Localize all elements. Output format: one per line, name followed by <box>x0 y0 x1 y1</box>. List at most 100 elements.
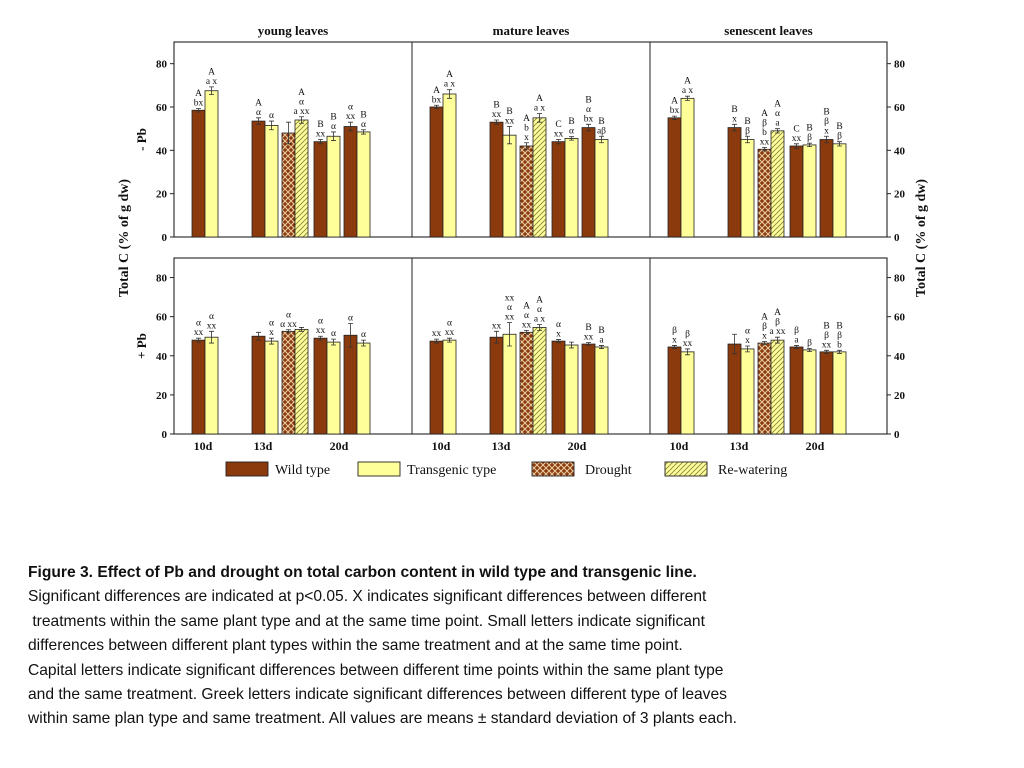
x-tick-label: 20d <box>330 439 349 453</box>
row-labels: - Pb + Pb Total C (% of g dw) Total C (% of… <box>117 128 929 359</box>
bar <box>832 143 847 238</box>
bar <box>832 351 847 435</box>
bar <box>819 351 834 435</box>
error-bar <box>807 347 812 352</box>
bar <box>770 130 785 238</box>
error-bar <box>507 322 512 347</box>
bar <box>581 127 596 238</box>
bar <box>264 340 279 435</box>
error-bar <box>434 338 439 344</box>
error-bar <box>537 324 542 331</box>
bar <box>251 335 266 435</box>
y-tick-label: 80 <box>156 273 168 285</box>
significance-label: α xx <box>316 317 326 337</box>
error-bar <box>196 337 201 343</box>
bar <box>564 138 579 238</box>
legend-label: Re-watering <box>718 463 787 478</box>
bar <box>442 93 457 238</box>
error-bar <box>685 348 690 356</box>
error-bar <box>837 141 842 147</box>
bar <box>789 346 804 435</box>
significance-label: xx α xx <box>505 294 515 323</box>
bar <box>819 139 834 238</box>
error-bar <box>196 108 201 113</box>
bar <box>564 344 579 435</box>
chart-legend: Wild type Transgenic type Drought Re-wateri… <box>225 461 787 478</box>
significance-label: α <box>361 330 366 340</box>
bar <box>757 148 772 238</box>
bar <box>551 340 566 435</box>
significance-label: α xx <box>207 312 217 332</box>
legend-label: Transgenic type <box>407 463 496 478</box>
error-bar <box>447 89 452 99</box>
error-bar <box>331 338 336 346</box>
error-bar <box>775 128 780 134</box>
y-tick-label: 60 <box>156 102 168 114</box>
significance-label: β xx <box>683 329 693 349</box>
error-bar <box>524 329 529 335</box>
bar <box>326 135 341 238</box>
legend-label: Drought <box>585 463 632 478</box>
significance-label: α xx <box>445 319 455 339</box>
bar <box>204 336 219 435</box>
bar <box>532 117 547 238</box>
caption-line: treatments within the same plant type an… <box>28 612 705 630</box>
error-bar <box>209 86 214 96</box>
bar <box>594 346 609 435</box>
bar <box>667 117 682 238</box>
x-tick-label: 10d <box>432 439 451 453</box>
bar <box>594 139 609 238</box>
y-tick-label: 0 <box>162 429 168 441</box>
significance-label: α <box>269 111 274 121</box>
error-bar <box>269 120 274 131</box>
row-label: - Pb <box>134 128 149 151</box>
y-tick-label: 40 <box>156 145 168 157</box>
significance-label: xx <box>492 321 502 331</box>
y-tick-label-right: 60 <box>894 102 906 114</box>
bar <box>551 141 566 238</box>
legend-label: Wild type <box>275 463 330 478</box>
legend-swatch <box>225 461 269 477</box>
bar <box>489 336 504 435</box>
error-bar <box>299 116 304 124</box>
y-tick-label: 0 <box>162 232 168 244</box>
bar <box>757 342 772 435</box>
bar <box>802 349 817 435</box>
panel-title: young leaves <box>258 23 328 38</box>
error-bar <box>269 337 274 345</box>
bar <box>802 144 817 238</box>
bar <box>770 339 785 435</box>
error-bar <box>586 123 591 132</box>
error-bar <box>256 331 261 341</box>
y-tick-label-right: 20 <box>894 390 906 402</box>
error-bar <box>318 335 323 341</box>
x-tick-label: 13d <box>730 439 749 453</box>
error-bar <box>434 104 439 110</box>
error-bar <box>318 139 323 145</box>
error-bar <box>537 113 542 123</box>
bar <box>281 132 296 238</box>
error-bar <box>494 119 499 125</box>
y-tick-label: 40 <box>156 351 168 363</box>
error-bar <box>824 349 829 354</box>
bar <box>680 97 695 238</box>
error-bar <box>348 323 353 348</box>
bar <box>294 328 309 435</box>
